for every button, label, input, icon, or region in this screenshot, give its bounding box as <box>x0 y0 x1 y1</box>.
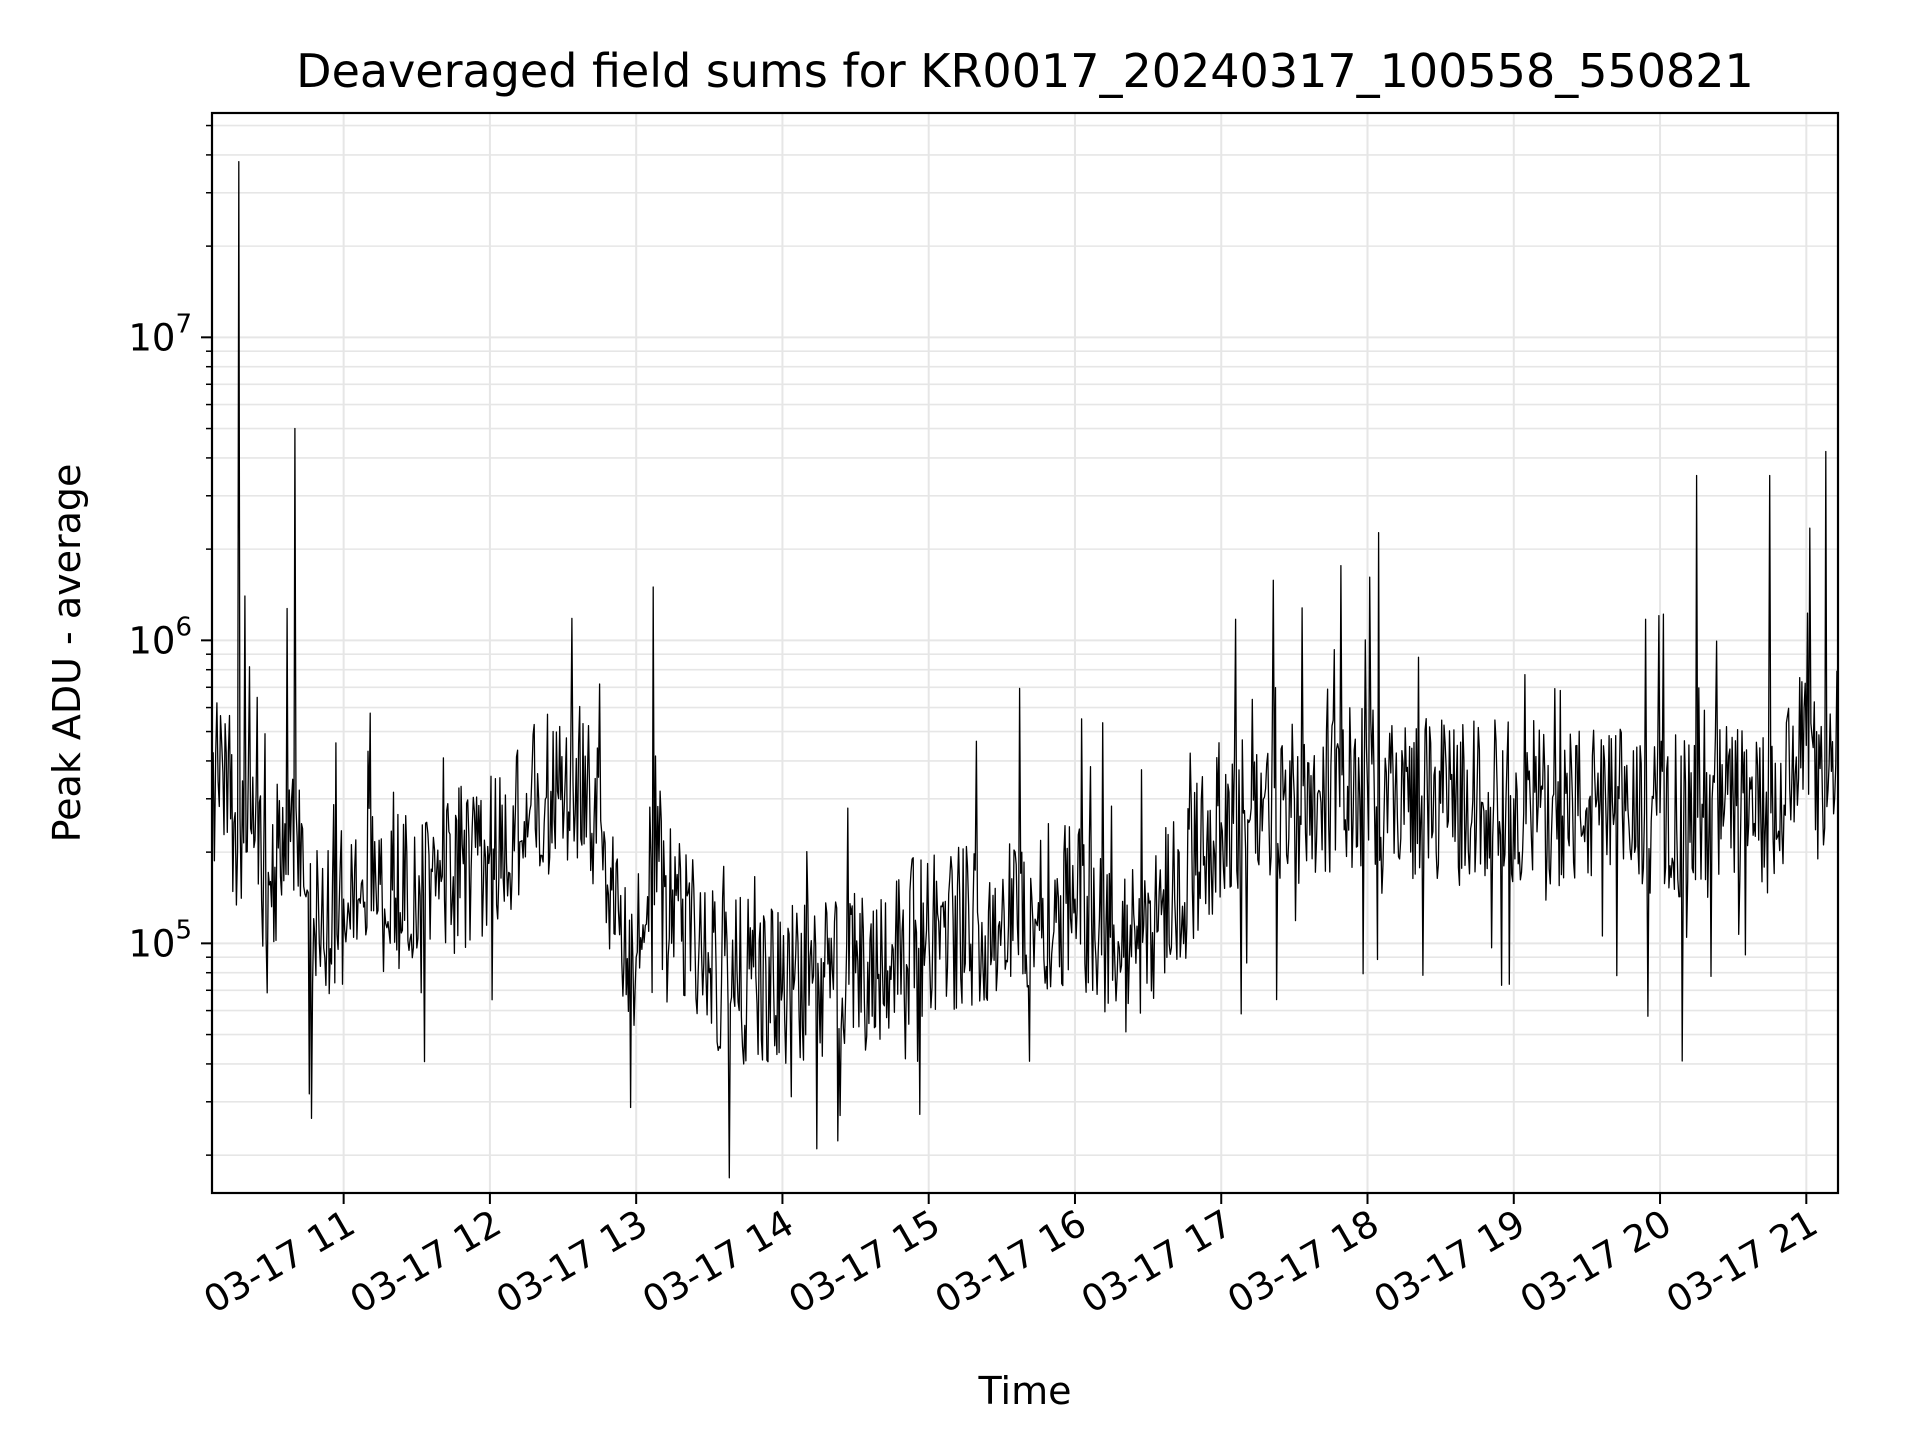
series-line <box>211 161 1839 1179</box>
y-axis-label: Peak ADU - average <box>45 464 89 843</box>
y-tick-label: 106 <box>128 612 192 662</box>
series-layer <box>211 161 1839 1179</box>
y-tick-label: 107 <box>128 309 192 359</box>
plot-frame <box>210 111 1840 1195</box>
grid-lines <box>212 113 1838 1193</box>
y-tick-label: 105 <box>128 915 192 965</box>
y-axis-ticks: 105 106 107 <box>128 124 212 1156</box>
chart-title: Deaveraged field sums for KR0017_2024031… <box>296 44 1754 98</box>
x-axis-label: Time <box>978 1369 1072 1413</box>
